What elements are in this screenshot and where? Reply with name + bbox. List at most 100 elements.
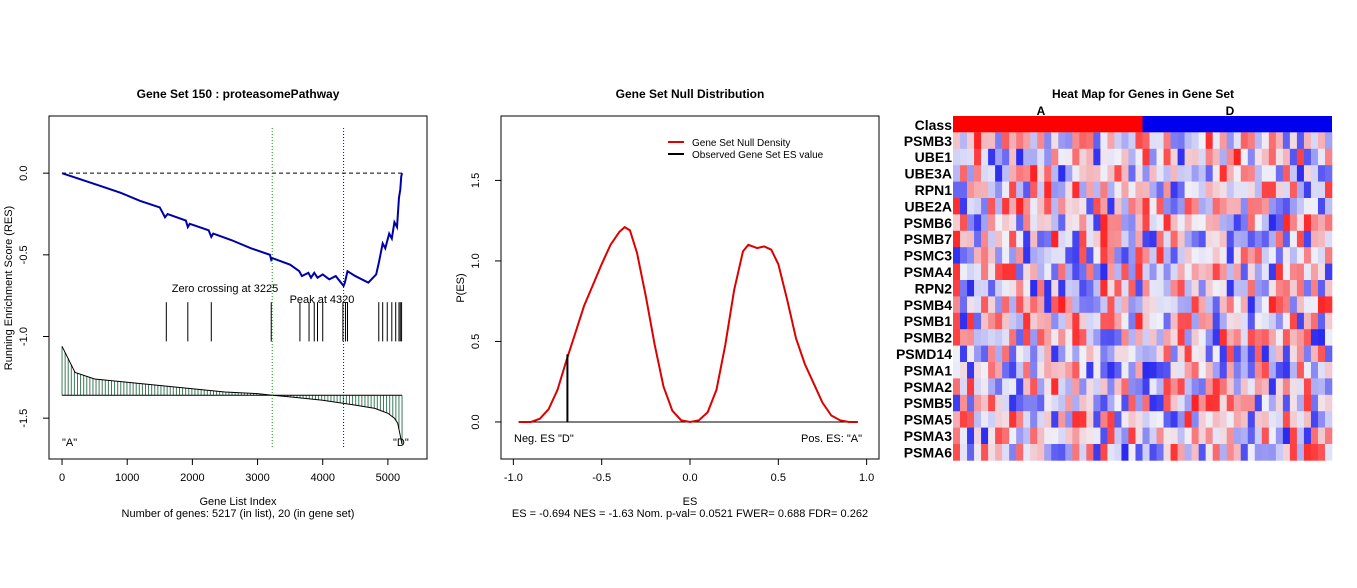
heatmap-cell bbox=[1240, 198, 1249, 215]
heatmap-cell bbox=[1058, 345, 1066, 363]
heatmap-cells bbox=[953, 116, 1333, 461]
heatmap-cell bbox=[1240, 280, 1249, 297]
heatmap-cell bbox=[1121, 165, 1129, 182]
heatmap-cell bbox=[1037, 444, 1045, 461]
null-distribution-y-label: P(ES) bbox=[455, 273, 467, 302]
heatmap-cell bbox=[1275, 378, 1284, 396]
heatmap-cell bbox=[967, 378, 975, 396]
heatmap-cell bbox=[1128, 198, 1136, 215]
heatmap-cell bbox=[1037, 345, 1045, 363]
heatmap-cell bbox=[1317, 148, 1326, 166]
heatmap-cell bbox=[1107, 444, 1115, 461]
heatmap-cell bbox=[1121, 296, 1129, 314]
heatmap-cell bbox=[1093, 148, 1101, 166]
heatmap-cell bbox=[1114, 214, 1122, 232]
heatmap-cell bbox=[1023, 427, 1031, 445]
heatmap-row-label: PSMB7 bbox=[904, 231, 952, 247]
heatmap-cell bbox=[1009, 247, 1017, 264]
heatmap-cell bbox=[1184, 444, 1192, 461]
heatmap-cell bbox=[1149, 312, 1157, 330]
heatmap-cell bbox=[1310, 230, 1319, 248]
heatmap-cell bbox=[1163, 312, 1171, 330]
heatmap-row-label: PSMA2 bbox=[904, 379, 952, 395]
heatmap-cell bbox=[1282, 345, 1291, 363]
heatmap-cell bbox=[995, 181, 1003, 199]
heatmap-cell bbox=[1177, 148, 1185, 166]
heatmap-cell bbox=[981, 394, 989, 412]
heatmap-cell bbox=[981, 247, 989, 264]
heatmap-cell bbox=[960, 378, 968, 396]
heatmap-cell bbox=[1240, 427, 1249, 445]
heatmap-cell bbox=[1037, 312, 1045, 330]
heatmap-cell bbox=[1324, 230, 1333, 248]
heatmap-cell bbox=[1044, 132, 1052, 150]
heatmap-cell bbox=[1058, 378, 1066, 396]
heatmap-cell bbox=[1065, 263, 1073, 281]
heatmap-cell bbox=[1023, 148, 1031, 166]
heatmap-cell bbox=[1072, 181, 1080, 199]
heatmap-cell bbox=[1107, 230, 1115, 248]
heatmap-cell bbox=[1261, 427, 1270, 445]
heatmap-cell bbox=[1016, 444, 1024, 461]
heatmap-cell bbox=[1184, 378, 1192, 396]
heatmap-cell bbox=[1086, 165, 1094, 182]
heatmap-cell bbox=[1324, 362, 1333, 379]
heatmap-cell bbox=[1128, 280, 1136, 297]
heatmap-cell bbox=[1086, 312, 1094, 330]
enrichment-y-label: Running Enrichment Score (RES) bbox=[3, 206, 15, 370]
heatmap-cell bbox=[1086, 378, 1094, 396]
heatmap-cell bbox=[1079, 263, 1087, 281]
heatmap-cell bbox=[1156, 280, 1164, 297]
heatmap-cell bbox=[967, 263, 975, 281]
heatmap-cell bbox=[1009, 378, 1017, 396]
heatmap-cell bbox=[1247, 345, 1256, 363]
heatmap-cell bbox=[1016, 247, 1024, 264]
heatmap-cell bbox=[1121, 230, 1129, 248]
heatmap-cell bbox=[1142, 312, 1150, 330]
heatmap-cell bbox=[953, 427, 961, 445]
heatmap-cell bbox=[1317, 214, 1326, 232]
heatmap-cell bbox=[1177, 214, 1185, 232]
heatmap-cell bbox=[1135, 263, 1143, 281]
heatmap-cell bbox=[1170, 230, 1178, 248]
heatmap-cell bbox=[1212, 230, 1221, 248]
heatmap-cell bbox=[1086, 444, 1094, 461]
heatmap-cell bbox=[1016, 198, 1024, 215]
heatmap-cell bbox=[995, 148, 1003, 166]
heatmap-cell bbox=[953, 165, 961, 182]
heatmap-cell bbox=[1051, 411, 1059, 428]
heatmap-cell bbox=[953, 394, 961, 412]
heatmap-cell bbox=[1198, 394, 1206, 412]
enrichment-x-label: Gene List Index bbox=[199, 496, 277, 508]
negative-es-annotation: Neg. ES "D" bbox=[514, 433, 574, 445]
heatmap-cell bbox=[1303, 394, 1312, 412]
heatmap-cell bbox=[1226, 394, 1235, 412]
heatmap-cell bbox=[1142, 280, 1150, 297]
heatmap-cell bbox=[1289, 247, 1298, 264]
heatmap-cell bbox=[1156, 444, 1164, 461]
heatmap-cell bbox=[995, 312, 1003, 330]
heatmap-cell bbox=[960, 132, 968, 150]
heatmap-cell bbox=[1072, 198, 1080, 215]
heatmap-cell bbox=[960, 444, 968, 461]
heatmap-cell bbox=[1275, 280, 1284, 297]
heatmap-cell bbox=[1135, 296, 1143, 314]
heatmap-cell bbox=[1240, 312, 1249, 330]
heatmap-cell bbox=[1240, 394, 1249, 412]
heatmap-cell bbox=[1002, 214, 1010, 232]
heatmap-cell bbox=[1079, 362, 1087, 379]
heatmap-cell bbox=[1058, 132, 1066, 150]
heatmap-cell bbox=[1275, 132, 1284, 150]
heatmap-cell bbox=[1212, 329, 1221, 346]
heatmap-cell bbox=[1149, 329, 1157, 346]
heatmap-cell bbox=[953, 280, 961, 297]
heatmap-cell bbox=[974, 214, 982, 232]
heatmap-cell bbox=[974, 329, 982, 346]
heatmap-cell bbox=[1261, 247, 1270, 264]
heatmap-cell bbox=[1023, 312, 1031, 330]
heatmap-cell bbox=[1058, 198, 1066, 215]
heatmap-cell bbox=[1324, 198, 1333, 215]
heatmap-cell bbox=[953, 247, 961, 264]
heatmap-cell bbox=[1170, 296, 1178, 314]
heatmap-cell bbox=[1016, 427, 1024, 445]
